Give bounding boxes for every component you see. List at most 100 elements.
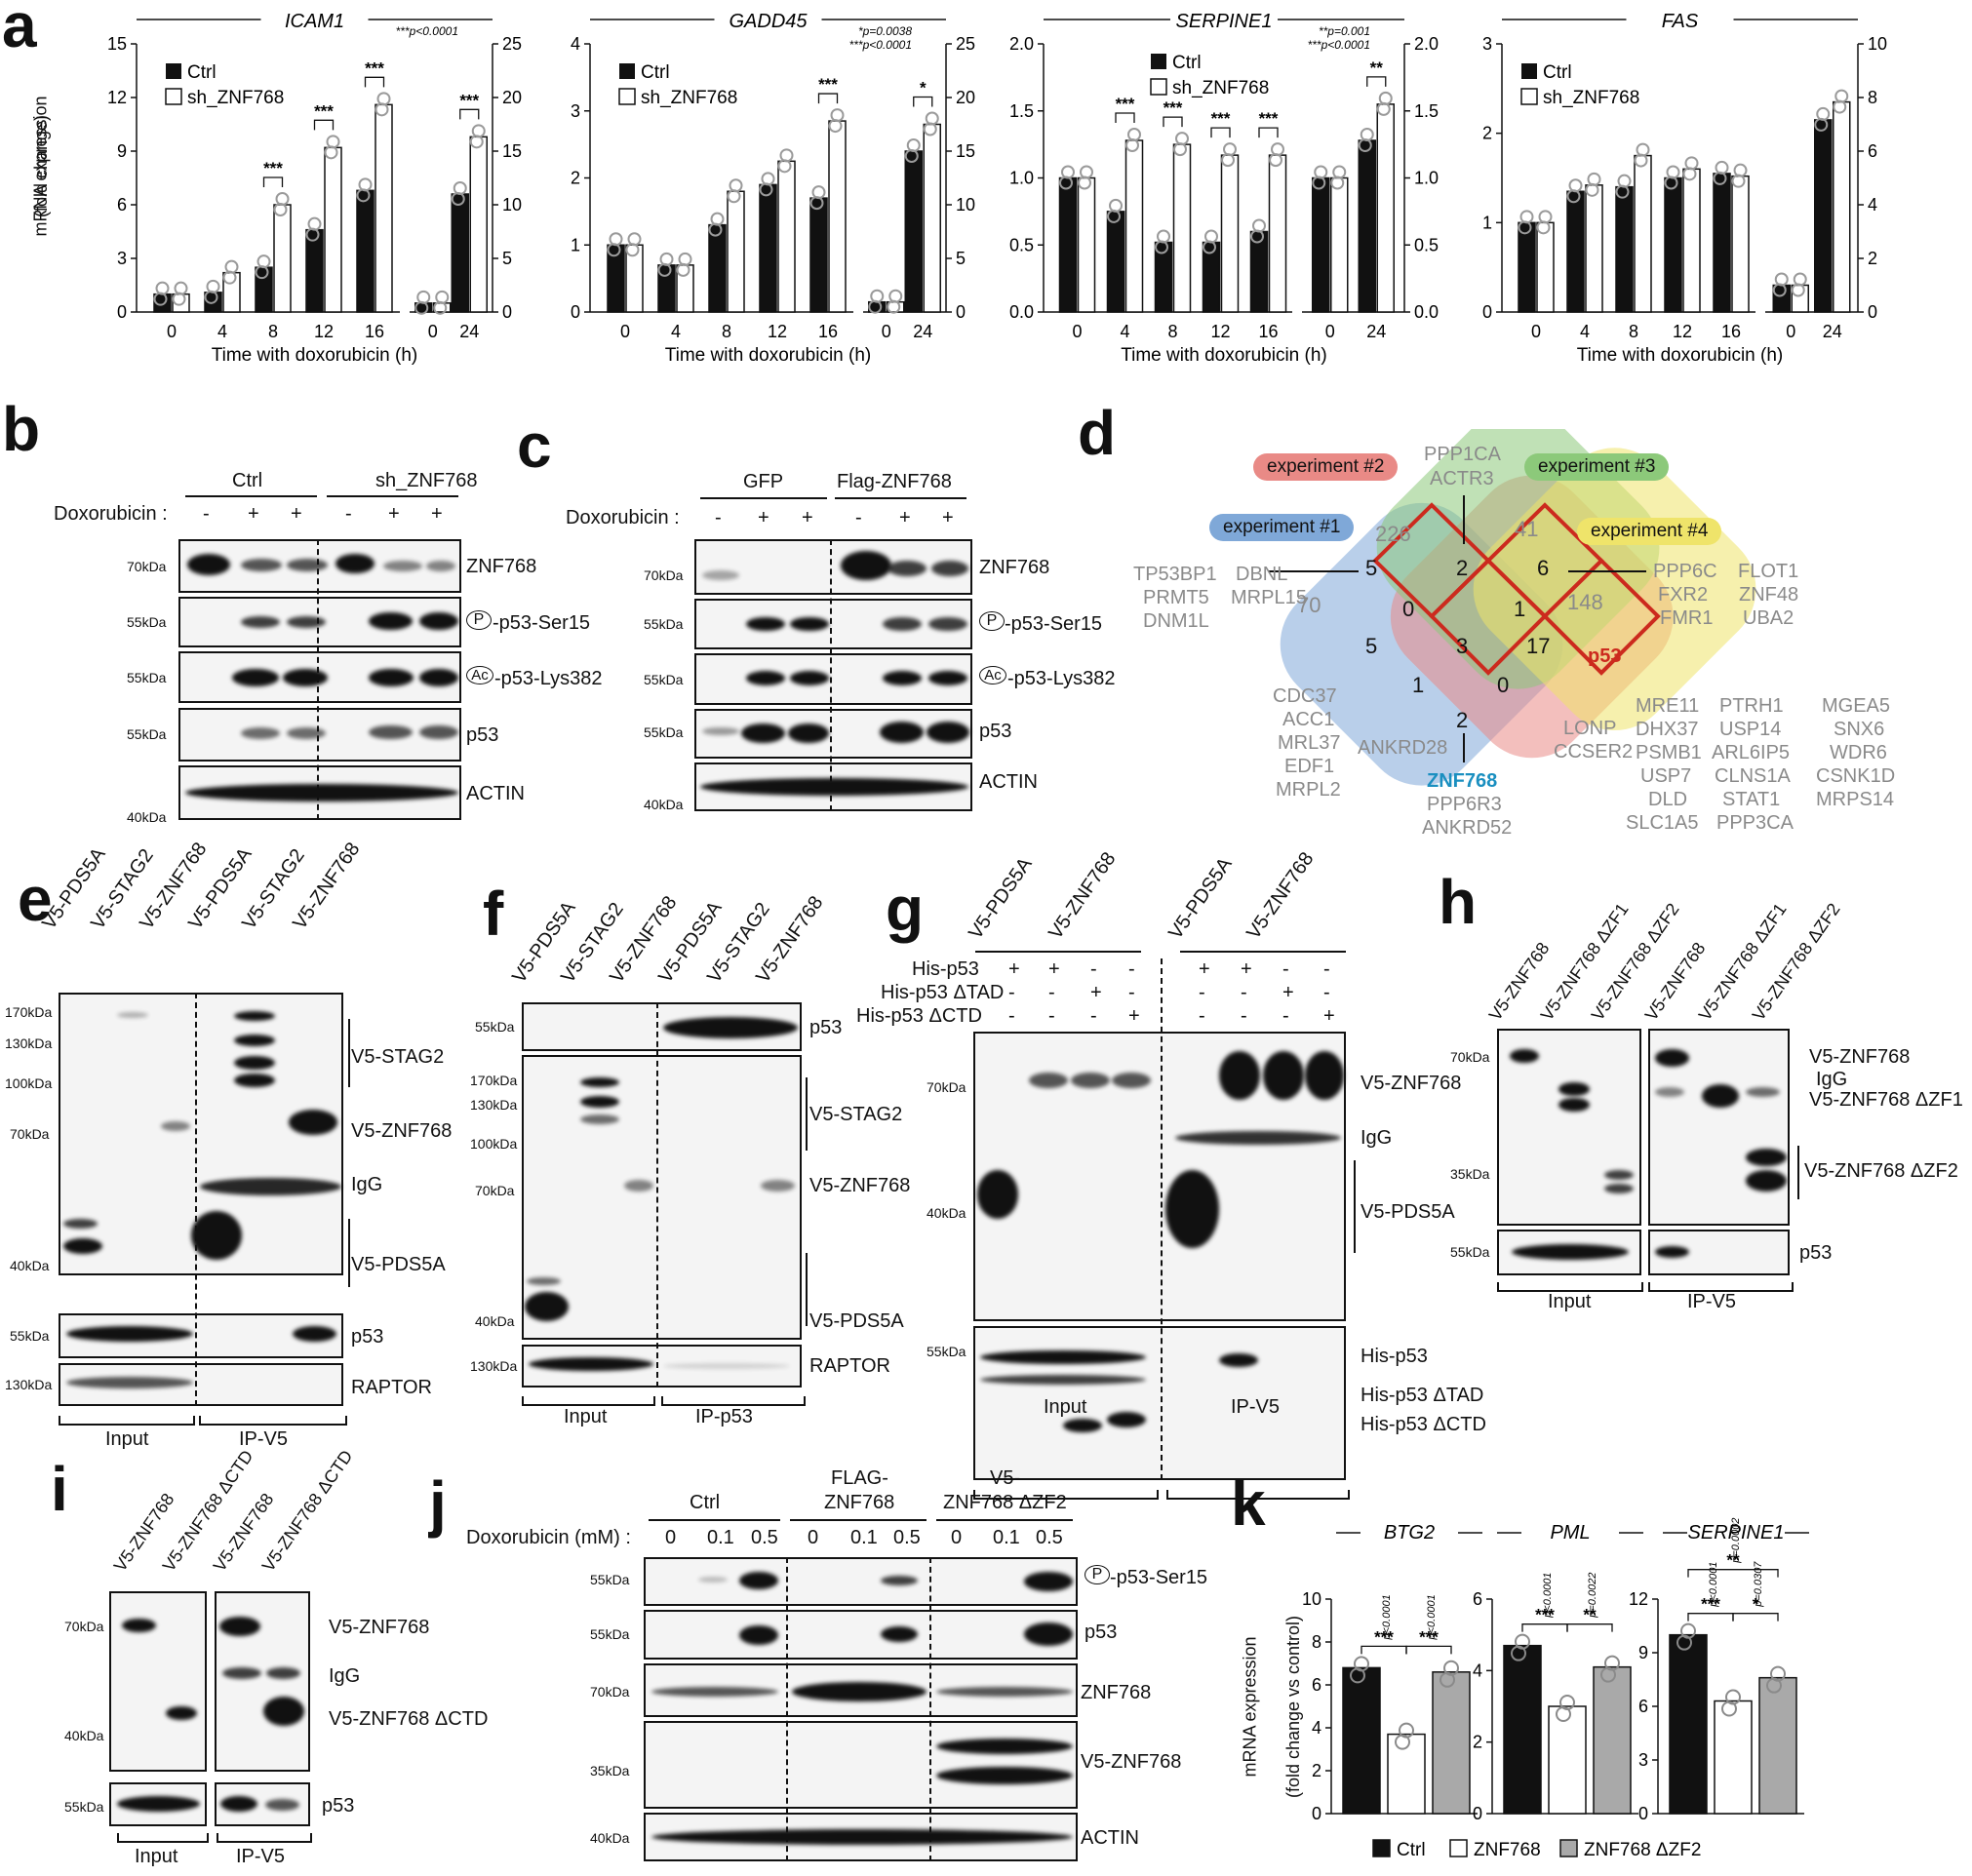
sign-cell: -: [1128, 958, 1135, 980]
p-note: *p=0.0038: [858, 24, 912, 38]
data-point: [1155, 240, 1168, 254]
y-tick-label: 0: [1638, 1804, 1648, 1823]
y-tick-label: 0: [956, 302, 966, 322]
data-point: [1615, 184, 1630, 199]
band-label: His-p53 ΔCTD: [1361, 1414, 1486, 1435]
chart-title: FAS: [1662, 11, 1699, 32]
venn-count: 41: [1515, 517, 1539, 541]
dose-label: 0.5: [751, 1527, 778, 1548]
x-tick-label: 0: [1531, 322, 1541, 341]
treat-sign: +: [758, 507, 769, 528]
x-tick-label: 8: [722, 322, 731, 341]
sig-stars: ***: [818, 75, 838, 94]
venn-count: 3: [1456, 634, 1469, 658]
y-tick-label: 6: [1638, 1697, 1648, 1716]
dose-label: 0: [808, 1527, 819, 1548]
data-point: [451, 192, 465, 206]
y-tick-label: 12: [1629, 1589, 1648, 1609]
row-label: His-p53 ΔCTD: [856, 1005, 982, 1027]
band-label: V5-PDS5A: [809, 1310, 904, 1332]
panel-b-row-ser15: -p53-Ser15: [493, 612, 591, 634]
sign-cell: +: [1323, 1005, 1335, 1027]
y-tick-label: 0: [117, 302, 127, 322]
sign-cell: -: [1323, 958, 1330, 980]
sig-stars: ***: [1163, 98, 1183, 117]
treat-sign: +: [802, 507, 813, 528]
gene-label: CSNK1D: [1816, 765, 1896, 787]
band-label: V5-ZNF768: [351, 1120, 453, 1142]
y-tick-label: 2: [1473, 1733, 1482, 1752]
y-tick-label: 4: [1473, 1661, 1482, 1680]
gene-label: FMR1: [1660, 607, 1714, 629]
band-label: V5-ZNF768: [809, 1175, 911, 1196]
panel-label-i: i: [51, 1454, 68, 1524]
data-point: [1173, 142, 1187, 157]
kda-label: 55kDa: [64, 1799, 104, 1815]
data-point: [255, 265, 269, 280]
kda-label: 35kDa: [1450, 1166, 1490, 1182]
band-label: V5-PDS5A: [1361, 1201, 1455, 1223]
treat-sign: -: [855, 507, 862, 528]
y-tick-label: 0: [1312, 1804, 1321, 1823]
gene-label: PPP1CA: [1424, 444, 1501, 465]
p-circle: P: [466, 610, 492, 630]
y-tick-label: 2: [1312, 1761, 1321, 1780]
bar: [1758, 1676, 1797, 1815]
sig-bracket: [262, 176, 284, 187]
y-tick-label: 10: [1302, 1589, 1321, 1609]
x-axis-label: Time with doxorubicin (h): [665, 345, 872, 366]
sign-cell: -: [1090, 958, 1097, 980]
kda-label: 40kDa: [127, 809, 167, 825]
bar: [1669, 1633, 1708, 1815]
x-tick-label: 4: [1120, 322, 1129, 341]
x-tick-label: 12: [314, 322, 334, 341]
kda-label: 40kDa: [927, 1205, 966, 1221]
data-point: [1556, 1706, 1571, 1722]
treat-sign: -: [715, 507, 722, 528]
y-tick-label: 6: [117, 195, 127, 215]
venn-count: 1: [1514, 597, 1526, 621]
bar: [1548, 1705, 1587, 1815]
sign-cell: -: [1090, 1005, 1097, 1027]
data-point: [1713, 171, 1727, 185]
data-point: [727, 189, 741, 204]
group-label-input: Input: [135, 1846, 178, 1867]
kda-label: 55kDa: [644, 724, 684, 740]
kda-label: 55kDa: [127, 614, 167, 630]
gene-label: SLC1A5: [1626, 812, 1699, 834]
bar: [1342, 1666, 1381, 1815]
band-label: IgG: [329, 1665, 361, 1687]
group-label-ip: IP-p53: [695, 1406, 753, 1427]
gene-label: MRE11: [1636, 695, 1700, 717]
data-point: [1350, 1667, 1365, 1684]
data-point: [1358, 138, 1372, 152]
x-axis-label: Time with doxorubicin (h): [212, 345, 418, 366]
sig-bracket: [1163, 116, 1183, 128]
y-tick-label: 6: [1312, 1675, 1321, 1695]
treat-sign: +: [388, 503, 400, 525]
x-tick-label: 8: [1167, 322, 1177, 341]
data-point: [1833, 99, 1847, 114]
x-tick-label: 4: [1580, 322, 1590, 341]
data-point: [1731, 174, 1746, 188]
panel-label-a: a: [2, 0, 37, 60]
chart-title: ICAM1: [285, 11, 344, 32]
sig-stars: *: [920, 79, 927, 98]
group-label-input: Input: [105, 1428, 149, 1450]
kda-label: 40kDa: [590, 1830, 630, 1846]
data-point: [904, 149, 919, 163]
data-point: [1376, 101, 1391, 116]
y-tick-label: 6: [1868, 141, 1877, 161]
data-point: [607, 243, 621, 257]
kda-label: 70kDa: [475, 1183, 515, 1198]
treat-sign: +: [291, 503, 302, 525]
x-tick-label: 0: [882, 322, 891, 341]
y-tick-label: 5: [502, 249, 512, 268]
x-tick-label: 0: [1325, 322, 1335, 341]
data-point: [1440, 1671, 1455, 1688]
group-label-ip: IP-V5: [1231, 1396, 1281, 1418]
panel-b-row-p53: p53: [466, 724, 499, 746]
znf768-highlight-label: ZNF768: [1427, 770, 1498, 792]
y-tick-label: 3: [117, 249, 127, 268]
experiment-4-pill: experiment #4: [1577, 518, 1722, 545]
